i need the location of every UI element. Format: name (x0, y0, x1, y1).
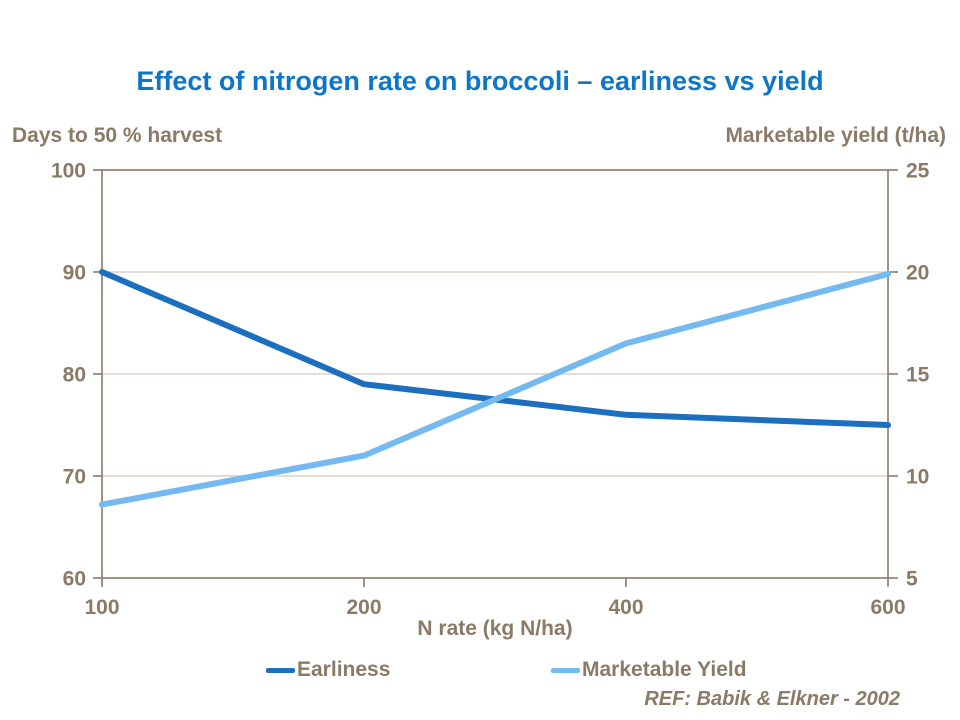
svg-text:20: 20 (906, 262, 929, 285)
x-axis-title: N rate (kg N/ha) (417, 617, 573, 640)
svg-text:25: 25 (906, 160, 930, 183)
svg-text:100: 100 (51, 160, 86, 183)
left-axis-title: Days to 50 % harvest (12, 124, 223, 147)
legend-item-marketable-yield: Marketable Yield (551, 657, 747, 683)
svg-text:70: 70 (63, 466, 86, 489)
earliness-line-swatch (266, 667, 295, 673)
legend-item-earliness: Earliness (266, 657, 390, 683)
chart-title: Effect of nitrogen rate on broccoli – ea… (136, 66, 824, 96)
svg-text:400: 400 (608, 596, 643, 619)
svg-text:100: 100 (84, 596, 119, 619)
svg-text:80: 80 (63, 364, 86, 387)
right-axis-title: Marketable yield (t/ha) (725, 124, 946, 147)
svg-text:600: 600 (870, 596, 905, 619)
svg-text:10: 10 (906, 466, 929, 489)
svg-text:200: 200 (346, 596, 381, 619)
legend-label-marketable-yield: Marketable Yield (582, 658, 747, 681)
svg-text:5: 5 (906, 568, 918, 591)
reference-note: REF: Babik & Elkner - 2002 (644, 688, 900, 710)
yield-line-swatch (551, 667, 580, 673)
svg-text:90: 90 (63, 262, 86, 285)
legend-label-earliness: Earliness (297, 658, 391, 681)
svg-text:15: 15 (906, 364, 930, 387)
svg-text:60: 60 (63, 568, 86, 591)
